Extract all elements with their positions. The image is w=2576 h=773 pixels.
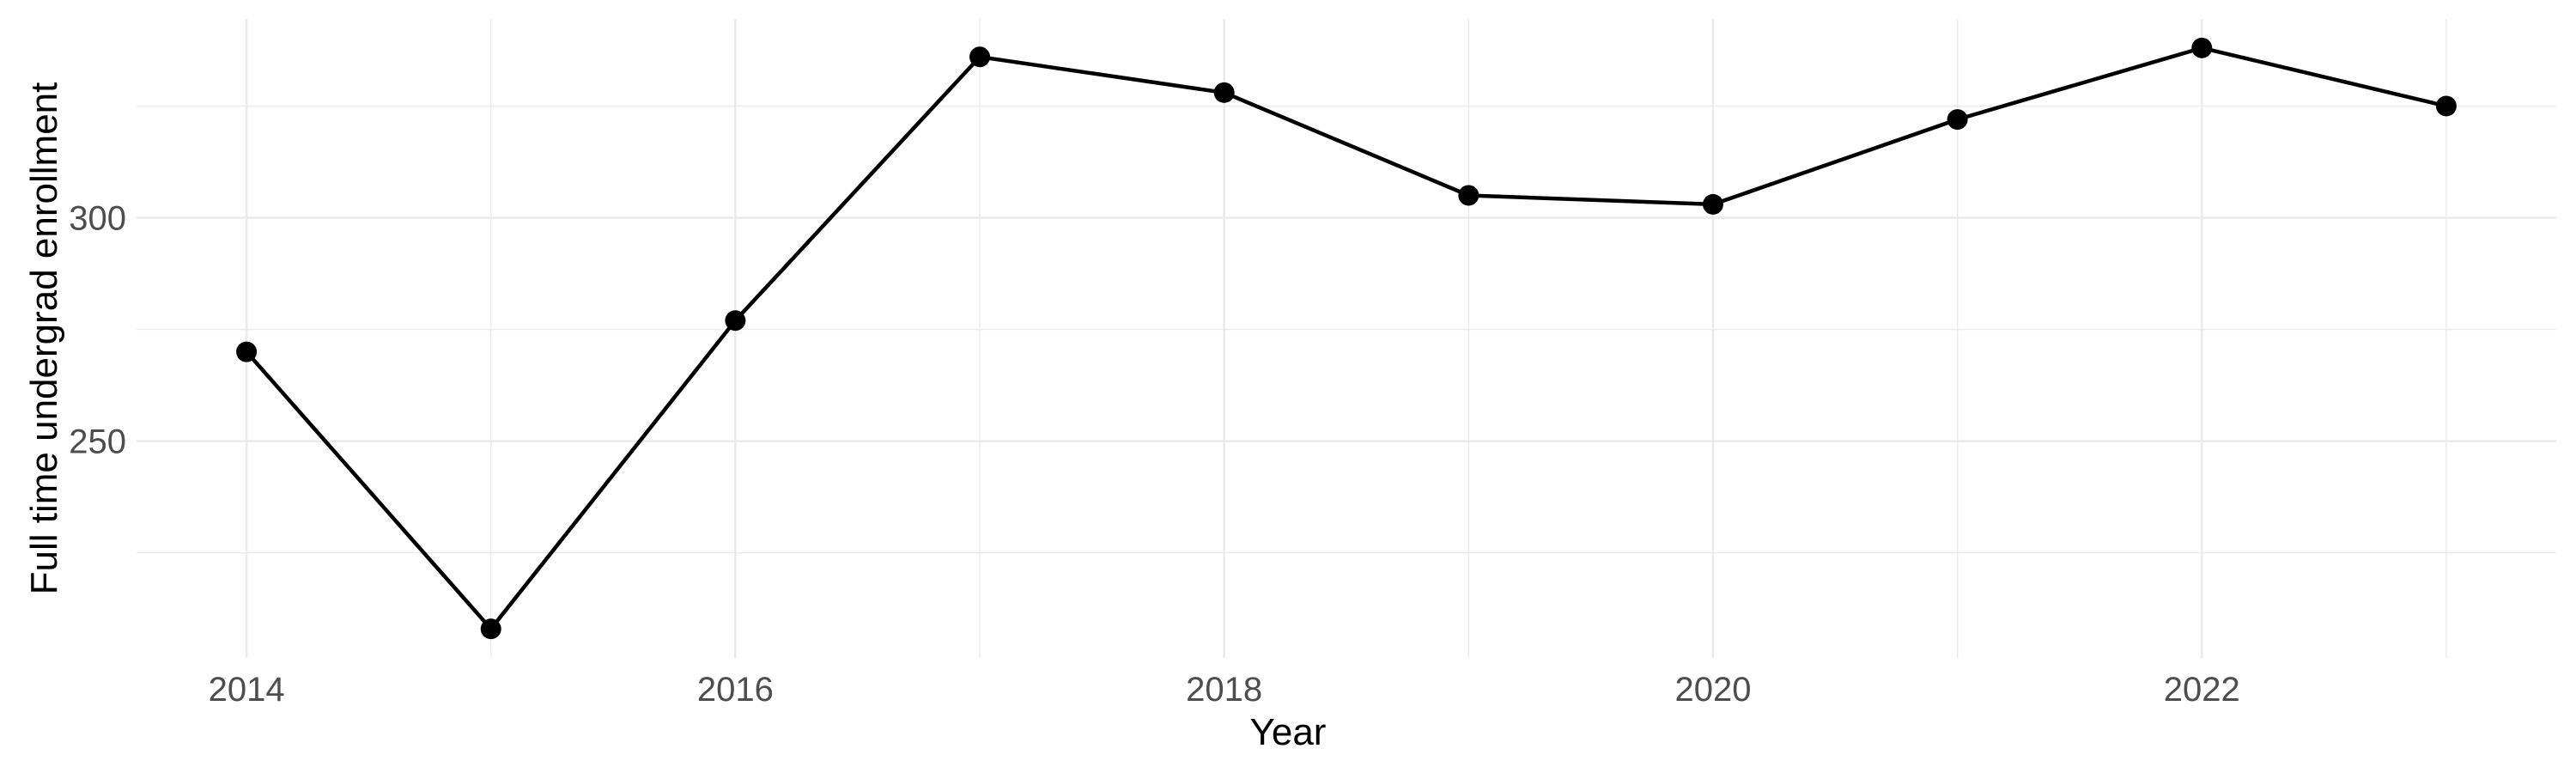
y-axis-title: Full time undergrad enrollment (23, 82, 65, 595)
x-axis-tick-label: 2020 (1674, 671, 1751, 709)
data-point (725, 310, 746, 332)
data-point (1702, 193, 1723, 215)
enrollment-data-line (245, 46, 2447, 631)
x-axis-tick-label: 2022 (2164, 671, 2240, 709)
x-axis-tick-label: 2016 (697, 671, 774, 709)
data-point (236, 341, 258, 362)
data-point (480, 618, 501, 640)
data-point (969, 46, 991, 68)
x-axis-title: Year (1249, 711, 1327, 753)
y-axis-tick-label: 250 (69, 423, 126, 461)
x-axis-tick-label: 2014 (209, 671, 285, 709)
data-point (1213, 82, 1235, 103)
data-point (1947, 109, 1968, 131)
x-axis-tick-label: 2018 (1186, 671, 1262, 709)
data-point (2191, 37, 2213, 58)
y-axis-tick-label: 300 (69, 200, 126, 238)
data-point (2435, 95, 2457, 117)
data-point (1458, 185, 1479, 206)
